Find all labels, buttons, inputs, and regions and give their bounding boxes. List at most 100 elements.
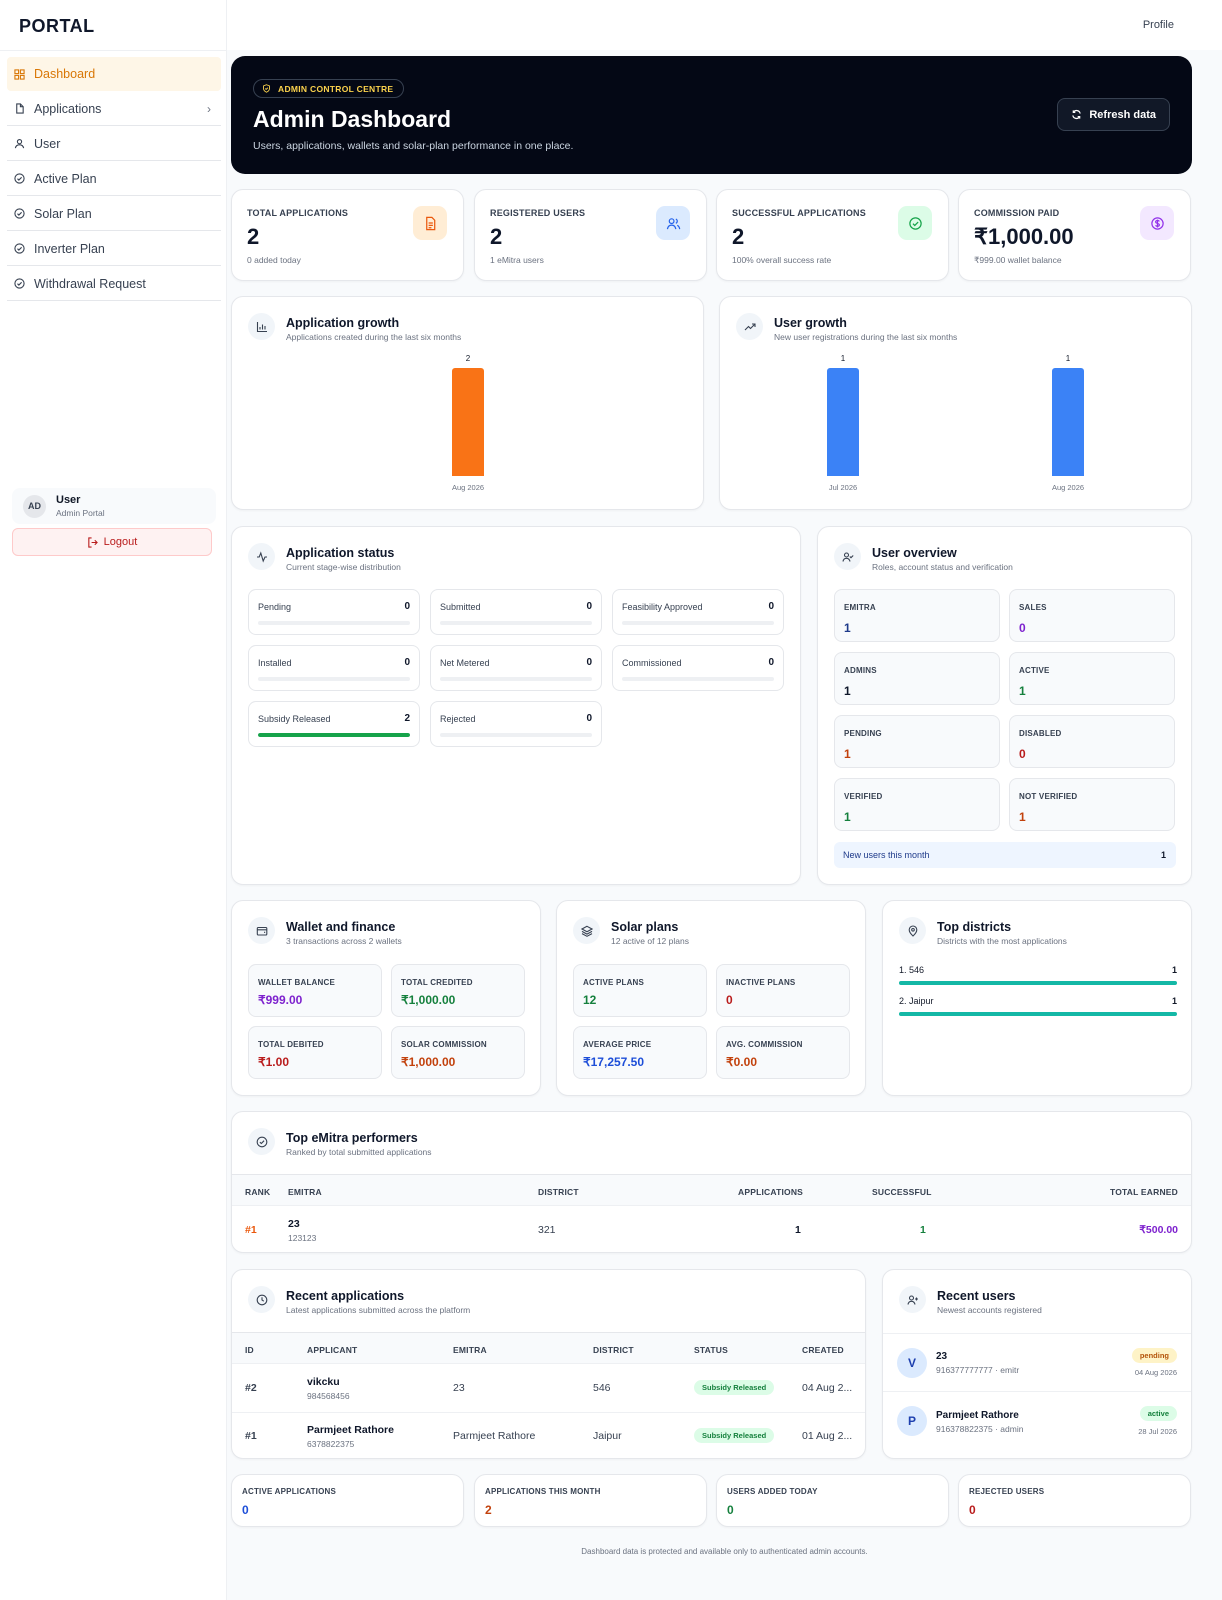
stat-card-registered-users: REGISTERED USERS 2 1 eMitra users <box>474 189 707 281</box>
refresh-data-button[interactable]: Refresh data <box>1057 98 1170 131</box>
shield-icon <box>263 84 270 93</box>
list-item[interactable]: P Parmjeet Rathore 916378822375 · admin … <box>883 1391 1191 1449</box>
sidebar-item-label: User <box>34 136 61 151</box>
metric-value: 1 <box>844 810 851 824</box>
trending-up-icon <box>736 313 763 340</box>
bar-value-label: 2 <box>465 354 471 363</box>
emitra: Parmjeet Rathore <box>453 1430 536 1442</box>
refresh-icon <box>1072 110 1082 119</box>
applicant-phone: 6378822375 <box>307 1439 355 1449</box>
bar-chart-icon <box>248 313 275 340</box>
check-circle-icon <box>14 278 25 289</box>
column-header: EMITRA <box>453 1345 487 1355</box>
status-name: Feasibility Approved <box>622 602 703 612</box>
status-progress-track <box>440 621 592 625</box>
card-title: Application status <box>286 546 395 560</box>
metric-box: SOLAR COMMISSION ₹1,000.00 <box>391 1026 525 1079</box>
metric-box: TOTAL DEBITED ₹1.00 <box>248 1026 382 1079</box>
district-row: 1. 546 1 <box>899 965 1177 985</box>
app-id: #2 <box>245 1382 257 1394</box>
status-badge: active <box>1139 1406 1177 1421</box>
summary-value: 0 <box>727 1503 734 1517</box>
user-growth-chart: 1 Jul 2026 1 Aug 2026 <box>720 297 1193 511</box>
card-title: User growth <box>774 316 847 330</box>
sidebar-item-active-plan[interactable]: Active Plan <box>7 162 221 196</box>
created-date: 01 Aug 2... <box>802 1430 853 1442</box>
status-box: Commissioned 0 <box>612 645 784 691</box>
sidebar-item-dashboard[interactable]: Dashboard <box>7 57 221 91</box>
user-meta: 916378822375 · admin <box>936 1424 1024 1434</box>
summary-value: 0 <box>242 1503 249 1517</box>
column-header: SUCCESSFUL <box>872 1187 932 1197</box>
status-progress-track <box>258 677 410 681</box>
file-icon <box>16 103 24 114</box>
stat-label: COMMISSION PAID <box>974 208 1060 218</box>
status-name: Rejected <box>440 714 476 724</box>
avatar: V <box>897 1348 927 1378</box>
metric-label: DISABLED <box>1019 729 1062 738</box>
status-count: 0 <box>768 601 774 612</box>
status-name: Pending <box>258 602 292 612</box>
application-status-card: Application status Current stage-wise dis… <box>231 526 801 885</box>
table-row[interactable]: #2 vikcku 984568456 23 546 Subsidy Relea… <box>232 1365 865 1412</box>
table-row[interactable]: #1 23 123123 321 1 1 ₹500.00 <box>232 1207 1191 1252</box>
rank: #1 <box>245 1224 257 1236</box>
stat-label: TOTAL APPLICATIONS <box>247 208 349 218</box>
district-count: 1 <box>1171 965 1177 975</box>
summary-stat-card: USERS ADDED TODAY 0 <box>716 1474 949 1527</box>
sidebar-item-solar-plan[interactable]: Solar Plan <box>7 197 221 231</box>
stat-value: ₹1,000.00 <box>974 224 1074 249</box>
sidebar-nav: Dashboard Applications › User Active Pla… <box>7 57 221 302</box>
application-growth-chart: 2 Aug 2026 <box>232 297 705 511</box>
metric-box: ADMINS 1 <box>834 652 1000 705</box>
metric-value: 0 <box>1019 747 1026 761</box>
dollar-icon <box>1140 206 1174 240</box>
metric-value: ₹1,000.00 <box>401 993 456 1007</box>
new-users-label: New users this month <box>843 850 930 860</box>
stat-card-commission-paid: COMMISSION PAID ₹1,000.00 ₹999.00 wallet… <box>958 189 1191 281</box>
sidebar-item-inverter-plan[interactable]: Inverter Plan <box>7 232 221 266</box>
badge-label: ADMIN CONTROL CENTRE <box>278 83 394 94</box>
summary-stat-card: ACTIVE APPLICATIONS 0 <box>231 1474 464 1527</box>
user-name: User <box>56 494 81 506</box>
summary-stat-card: REJECTED USERS 0 <box>958 1474 1191 1527</box>
district-bar <box>899 981 1177 985</box>
stat-sub: 100% overall success rate <box>732 255 832 265</box>
card-subtitle: Current stage-wise distribution <box>286 562 401 572</box>
card-subtitle: Roles, account status and verification <box>872 562 1013 572</box>
metric-box: AVG. COMMISSION ₹0.00 <box>716 1026 850 1079</box>
metric-box: NOT VERIFIED 1 <box>1009 778 1175 831</box>
metric-box: TOTAL CREDITED ₹1,000.00 <box>391 964 525 1017</box>
logout-button[interactable]: Logout <box>12 528 212 556</box>
wallet-finance-card: Wallet and finance 3 transactions across … <box>231 900 541 1096</box>
sidebar-item-user[interactable]: User <box>7 127 221 161</box>
stat-sub: 1 eMitra users <box>490 255 544 265</box>
status-box: Submitted 0 <box>430 589 602 635</box>
metric-value: 0 <box>1019 621 1026 635</box>
status-name: Net Metered <box>440 658 490 668</box>
award-icon <box>248 1128 275 1155</box>
stat-card-successful-applications: SUCCESSFUL APPLICATIONS 2 100% overall s… <box>716 189 949 281</box>
metric-value: ₹999.00 <box>258 993 303 1007</box>
metric-box: VERIFIED 1 <box>834 778 1000 831</box>
metric-box: DISABLED 0 <box>1009 715 1175 768</box>
metric-label: AVERAGE PRICE <box>583 1040 652 1049</box>
metric-value: 12 <box>583 993 597 1007</box>
status-progress-fill <box>258 733 410 737</box>
document-icon <box>413 206 447 240</box>
table-row[interactable]: #1 Parmjeet Rathore 6378822375 Parmjeet … <box>232 1412 865 1458</box>
chevron-right-icon: › <box>207 101 211 116</box>
sidebar-item-applications[interactable]: Applications › <box>7 92 221 126</box>
footer-note: Dashboard data is protected and availabl… <box>581 1547 868 1556</box>
sidebar-item-withdrawal-request[interactable]: Withdrawal Request <box>7 267 221 301</box>
sidebar-item-label: Withdrawal Request <box>34 276 146 291</box>
user-date: 04 Aug 2026 <box>1134 1368 1177 1377</box>
list-item[interactable]: V 23 916377777777 · emitr pending 04 Aug… <box>883 1333 1191 1391</box>
stat-value: 2 <box>247 224 260 249</box>
profile-link[interactable]: Profile <box>1142 19 1174 31</box>
user-date: 28 Jul 2026 <box>1138 1427 1177 1436</box>
card-title: Application growth <box>286 316 400 330</box>
column-header: EMITRA <box>288 1187 322 1197</box>
metric-value: 1 <box>844 684 851 698</box>
column-header: APPLICANT <box>307 1345 358 1355</box>
